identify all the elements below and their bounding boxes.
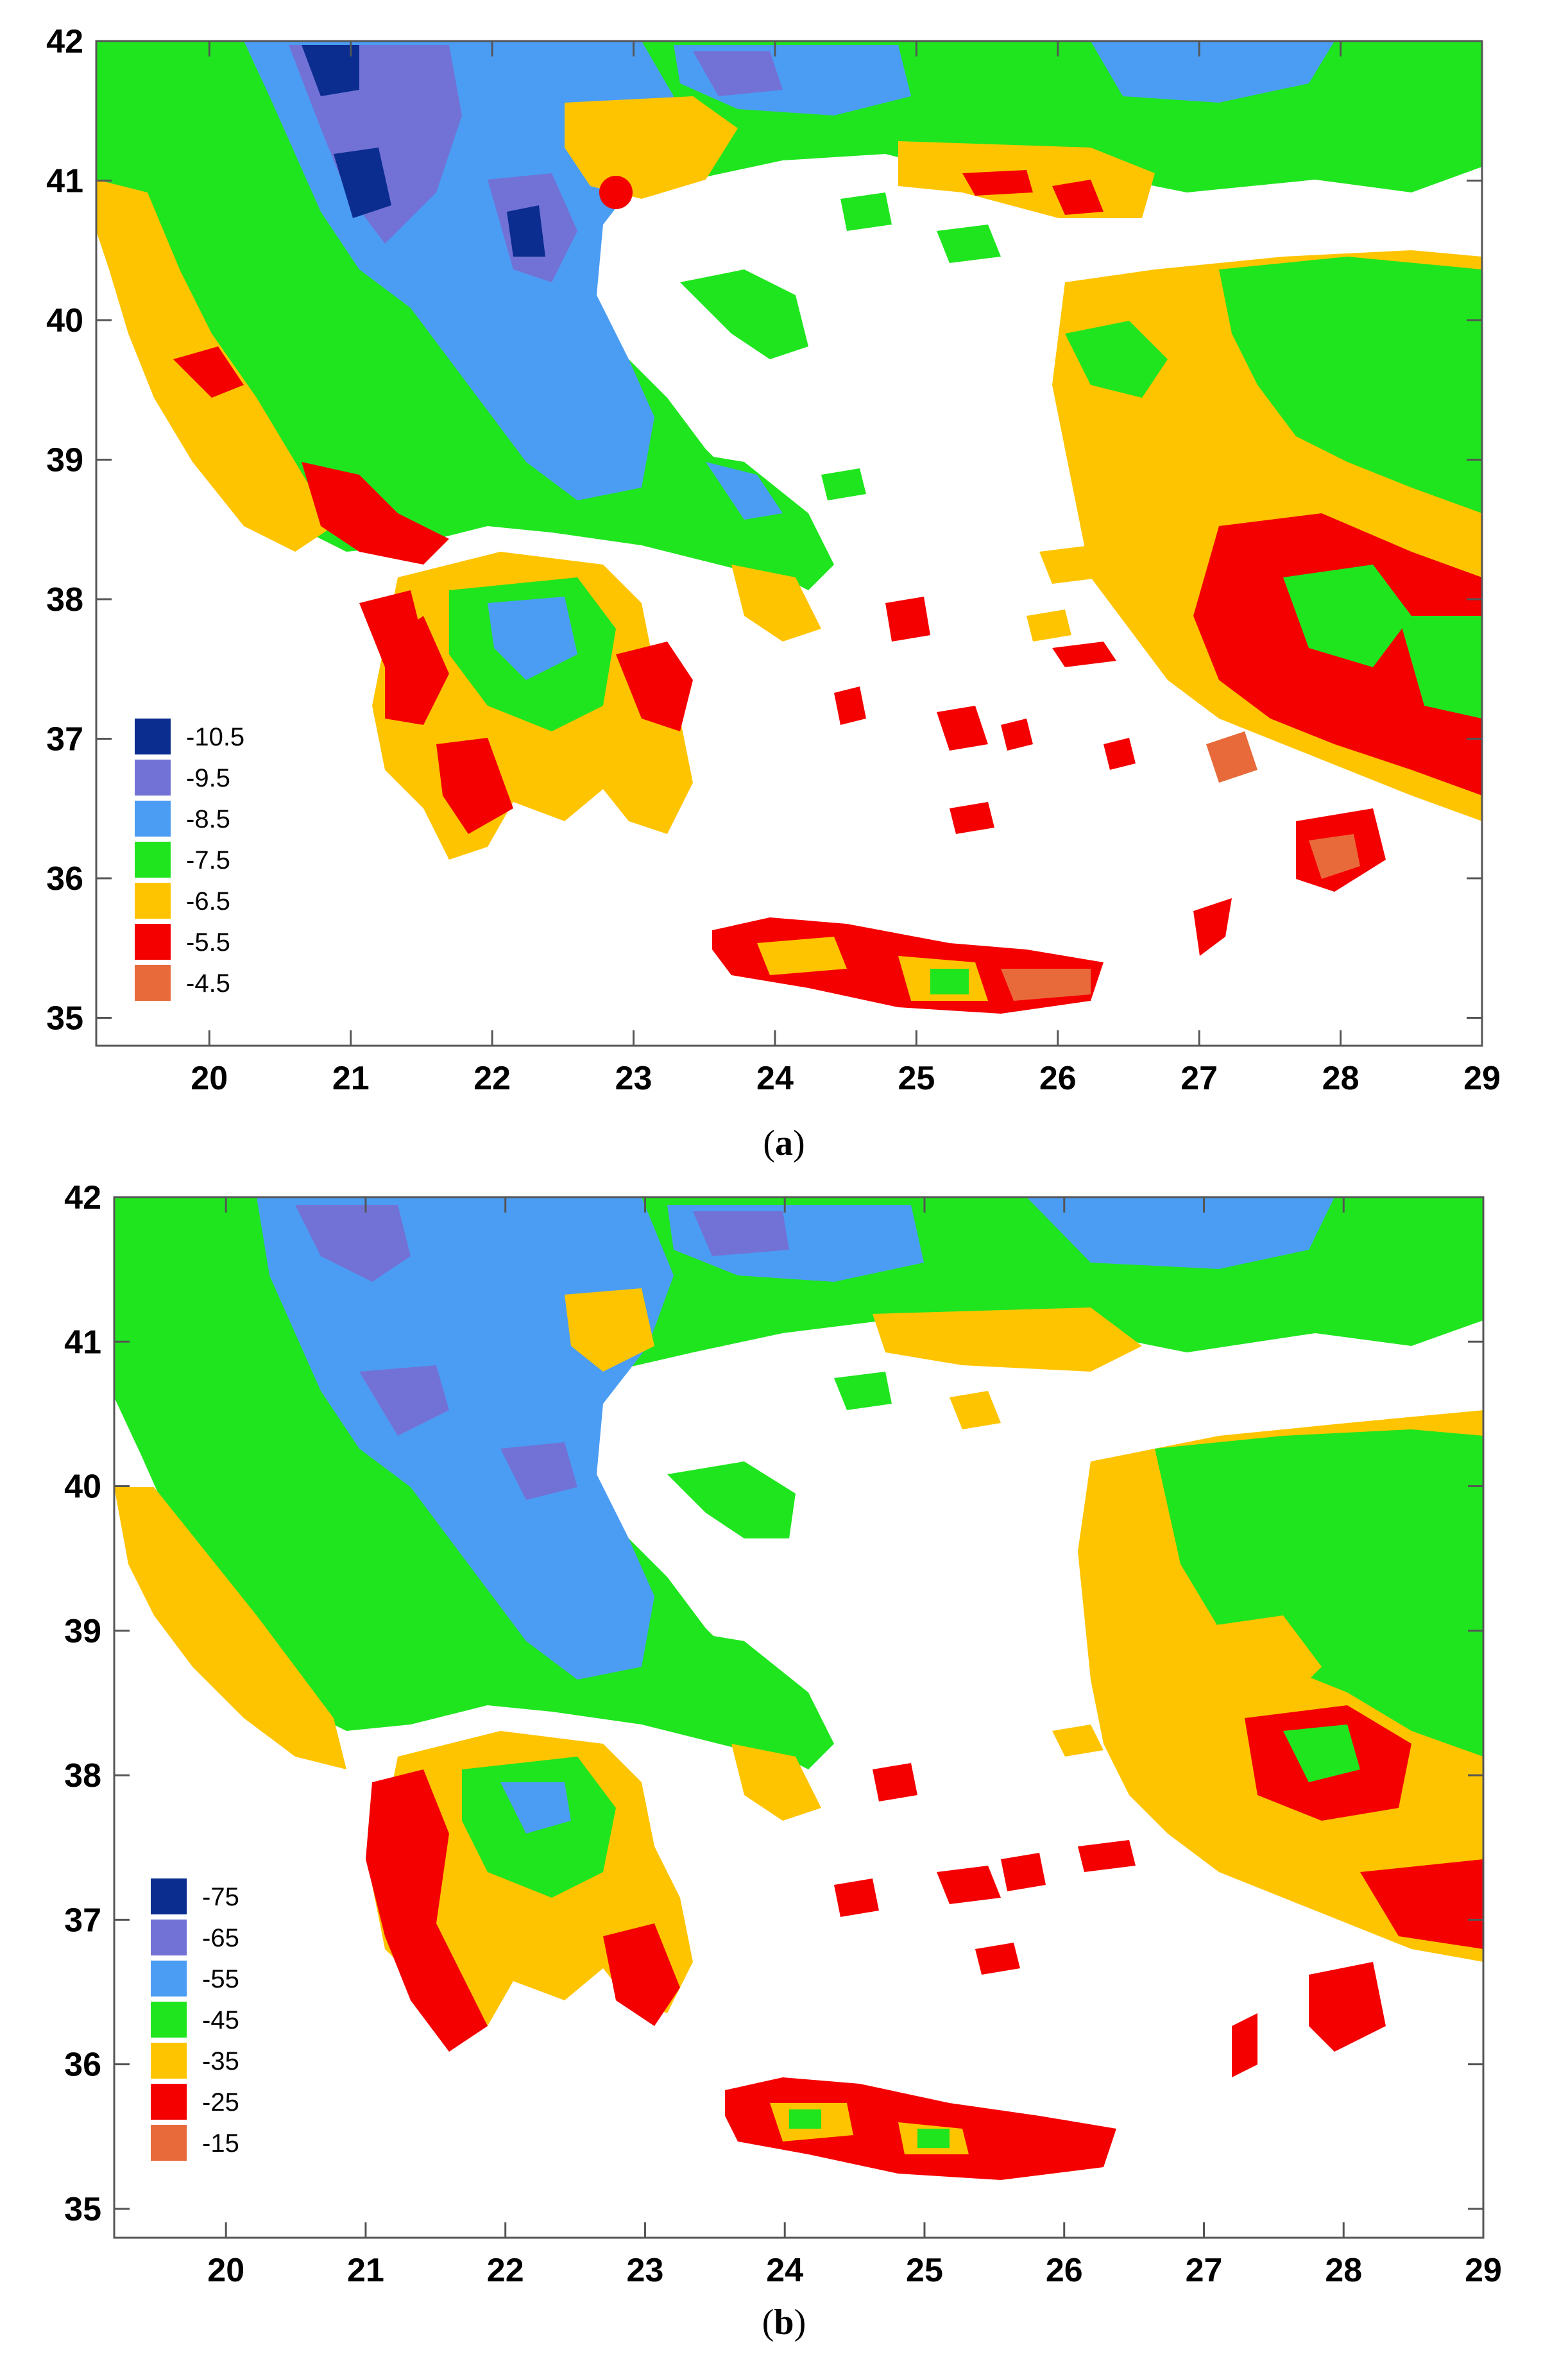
x-tick-label: 28 (1322, 1060, 1359, 1097)
y-tick-label: 41 (64, 1324, 101, 1361)
legend-label: -4.5 (186, 969, 230, 998)
y-tick-label: 40 (64, 1469, 101, 1506)
legend-label: -35 (202, 2047, 239, 2075)
legend-swatch (135, 883, 171, 919)
legend-label: -10.5 (186, 723, 244, 751)
legend-label: -25 (202, 2088, 239, 2116)
legend-swatch (151, 1920, 187, 1955)
map-a-svg: 20 21 22 23 24 25 26 27 28 29 42 41 40 39 38 37 36 35 -10… (46, 23, 1501, 1097)
x-tick-label: 23 (615, 1060, 652, 1097)
x-tick-label: 22 (487, 2252, 524, 2289)
y-tick-label: 38 (64, 1757, 101, 1794)
x-tick-label: 25 (906, 2252, 943, 2289)
legend-swatch (135, 965, 171, 1001)
legend-swatch (135, 801, 171, 837)
legend-label: -75 (202, 1883, 239, 1911)
y-tick-label: 40 (46, 302, 83, 339)
legend-swatch (135, 719, 171, 754)
legend-swatch (151, 1961, 187, 1997)
x-tick-label: 28 (1325, 2252, 1362, 2289)
map-a-frame (95, 40, 1483, 1047)
legend-swatch (135, 842, 171, 878)
map-a-legend: -10.5 -9.5 -8.5 -7.5 -6.5 -5.5 -4.5 (135, 719, 244, 1001)
map-a-terrain (96, 41, 1482, 1014)
map-panel-a: 20 21 22 23 24 25 26 27 28 29 42 41 40 39 38 37 36 35 -10… (0, 0, 1568, 1179)
y-tick-label: 41 (46, 163, 83, 200)
legend-label: -6.5 (186, 887, 230, 915)
legend-swatch (151, 1878, 187, 1914)
y-tick-label: 42 (64, 1179, 101, 1216)
x-tick-label: 27 (1186, 2252, 1223, 2289)
x-tick-label: 21 (332, 1060, 370, 1097)
y-tick-label: 42 (46, 23, 83, 60)
x-tick-label: 20 (207, 2252, 244, 2289)
legend-label: -7.5 (186, 846, 230, 874)
y-tick-label: 35 (64, 2191, 101, 2228)
legend-label: -55 (202, 1965, 239, 1993)
y-tick-label: 35 (46, 1000, 83, 1037)
legend-swatch (151, 2084, 187, 2120)
y-tick-label: 36 (64, 2047, 101, 2084)
map-b-axes: 20 21 22 23 24 25 26 27 28 29 42 41 40 39 38 37 36 35 (64, 1179, 1502, 2289)
x-tick-label: 20 (191, 1060, 228, 1097)
legend-swatch (135, 924, 171, 960)
x-tick-label: 22 (473, 1060, 511, 1097)
y-tick-label: 37 (46, 721, 83, 758)
legend-label: -5.5 (186, 928, 230, 957)
x-tick-label: 24 (766, 2252, 803, 2289)
x-tick-label: 26 (1046, 2252, 1083, 2289)
y-tick-label: 39 (46, 442, 83, 479)
legend-label: -65 (202, 1924, 239, 1952)
legend-swatch (151, 2043, 187, 2079)
x-tick-label: 29 (1465, 2252, 1502, 2289)
y-tick-label: 36 (46, 860, 83, 898)
map-b-legend: -75 -65 -55 -45 -35 -25 -15 (151, 1878, 239, 2161)
map-b-terrain (114, 1197, 1483, 2180)
x-tick-label: 29 (1463, 1060, 1501, 1097)
map-b-svg: 20 21 22 23 24 25 26 27 28 29 42 41 40 39 38 37 36 35 -75… (64, 1179, 1502, 2289)
caption-a: (a) (763, 1123, 805, 1163)
legend-swatch (151, 2125, 187, 2161)
y-tick-label: 39 (64, 1613, 101, 1650)
legend-label: -9.5 (186, 764, 230, 792)
legend-swatch (135, 760, 171, 796)
y-tick-label: 37 (64, 1902, 101, 1939)
x-tick-label: 24 (756, 1060, 794, 1097)
map-panel-b: 20 21 22 23 24 25 26 27 28 29 42 41 40 39 38 37 36 35 -75… (0, 1179, 1568, 2359)
x-tick-label: 21 (347, 2252, 384, 2289)
map-a-axes: 20 21 22 23 24 25 26 27 28 29 42 41 40 39 38 37 36 35 (46, 23, 1501, 1097)
legend-label: -15 (202, 2129, 239, 2158)
caption-b: (b) (762, 2303, 806, 2342)
map-b-frame (113, 1196, 1485, 2239)
y-tick-label: 38 (46, 581, 83, 618)
x-tick-label: 26 (1039, 1060, 1077, 1097)
x-tick-label: 23 (627, 2252, 664, 2289)
legend-swatch (151, 2002, 187, 2038)
legend-label: -8.5 (186, 805, 230, 833)
x-tick-label: 25 (898, 1060, 935, 1097)
x-tick-label: 27 (1180, 1060, 1218, 1097)
legend-label: -45 (202, 2006, 239, 2034)
